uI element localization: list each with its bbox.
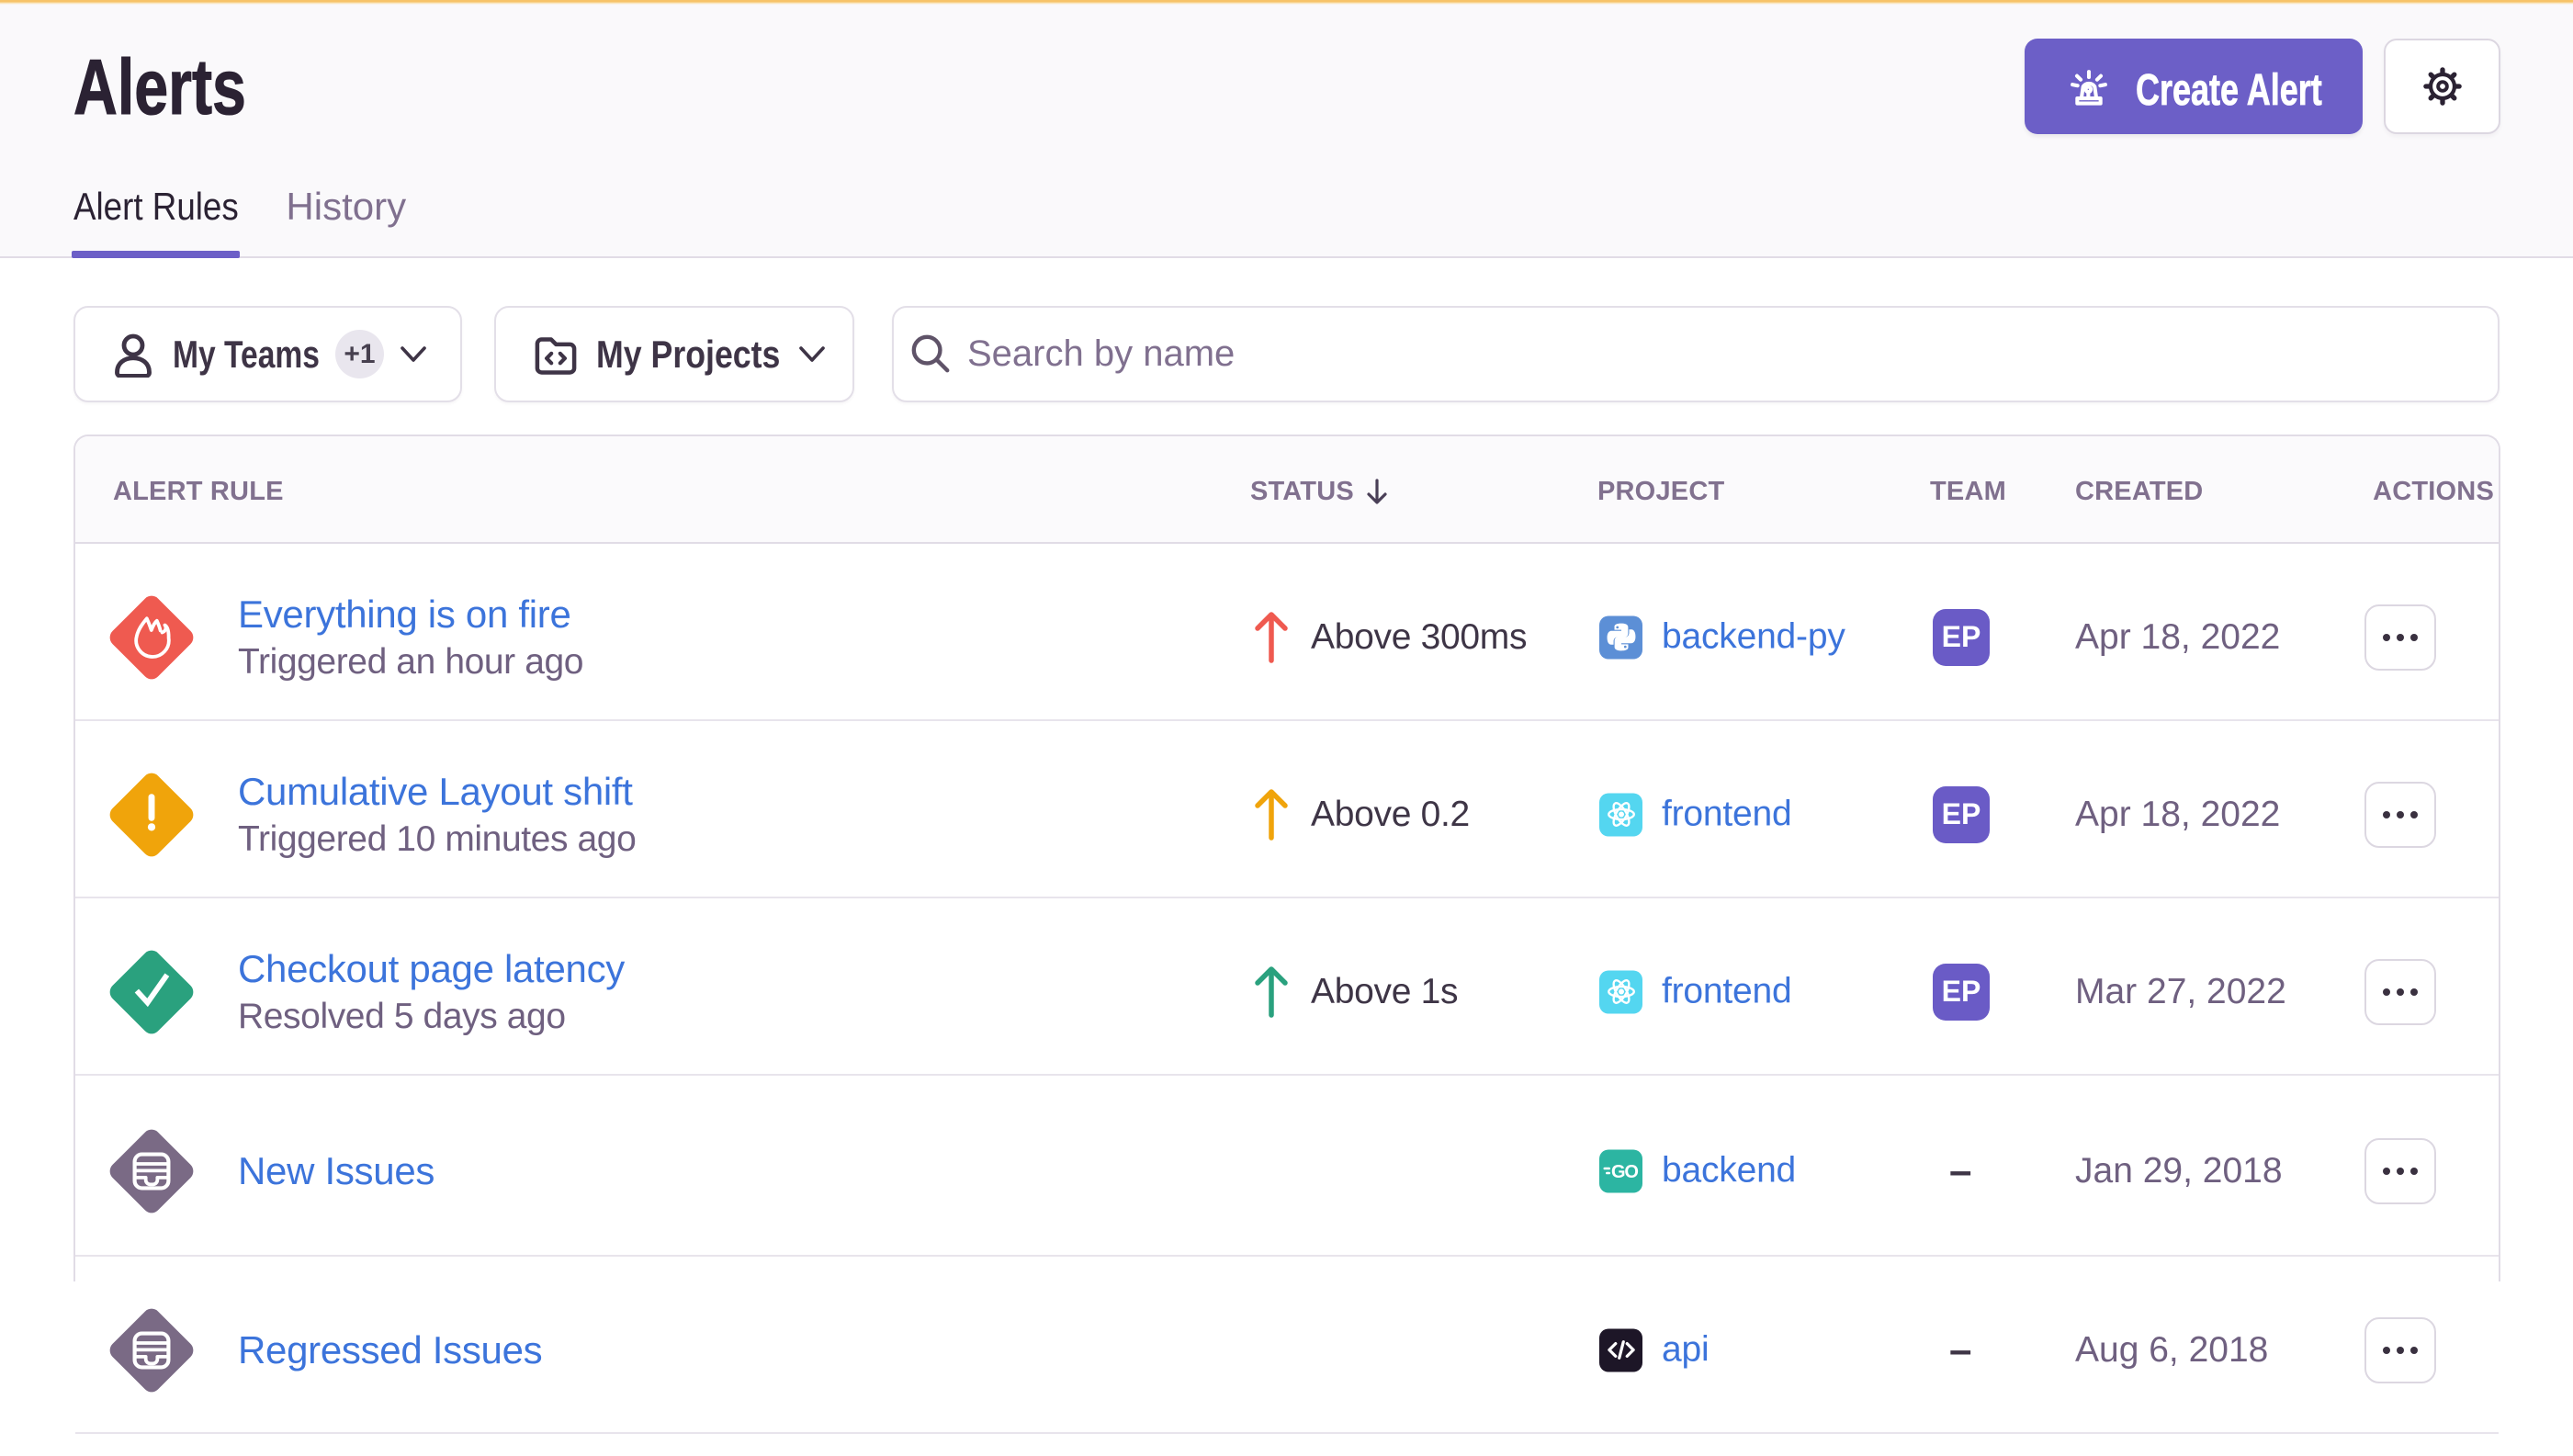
- svg-text:GO: GO: [1611, 1162, 1638, 1182]
